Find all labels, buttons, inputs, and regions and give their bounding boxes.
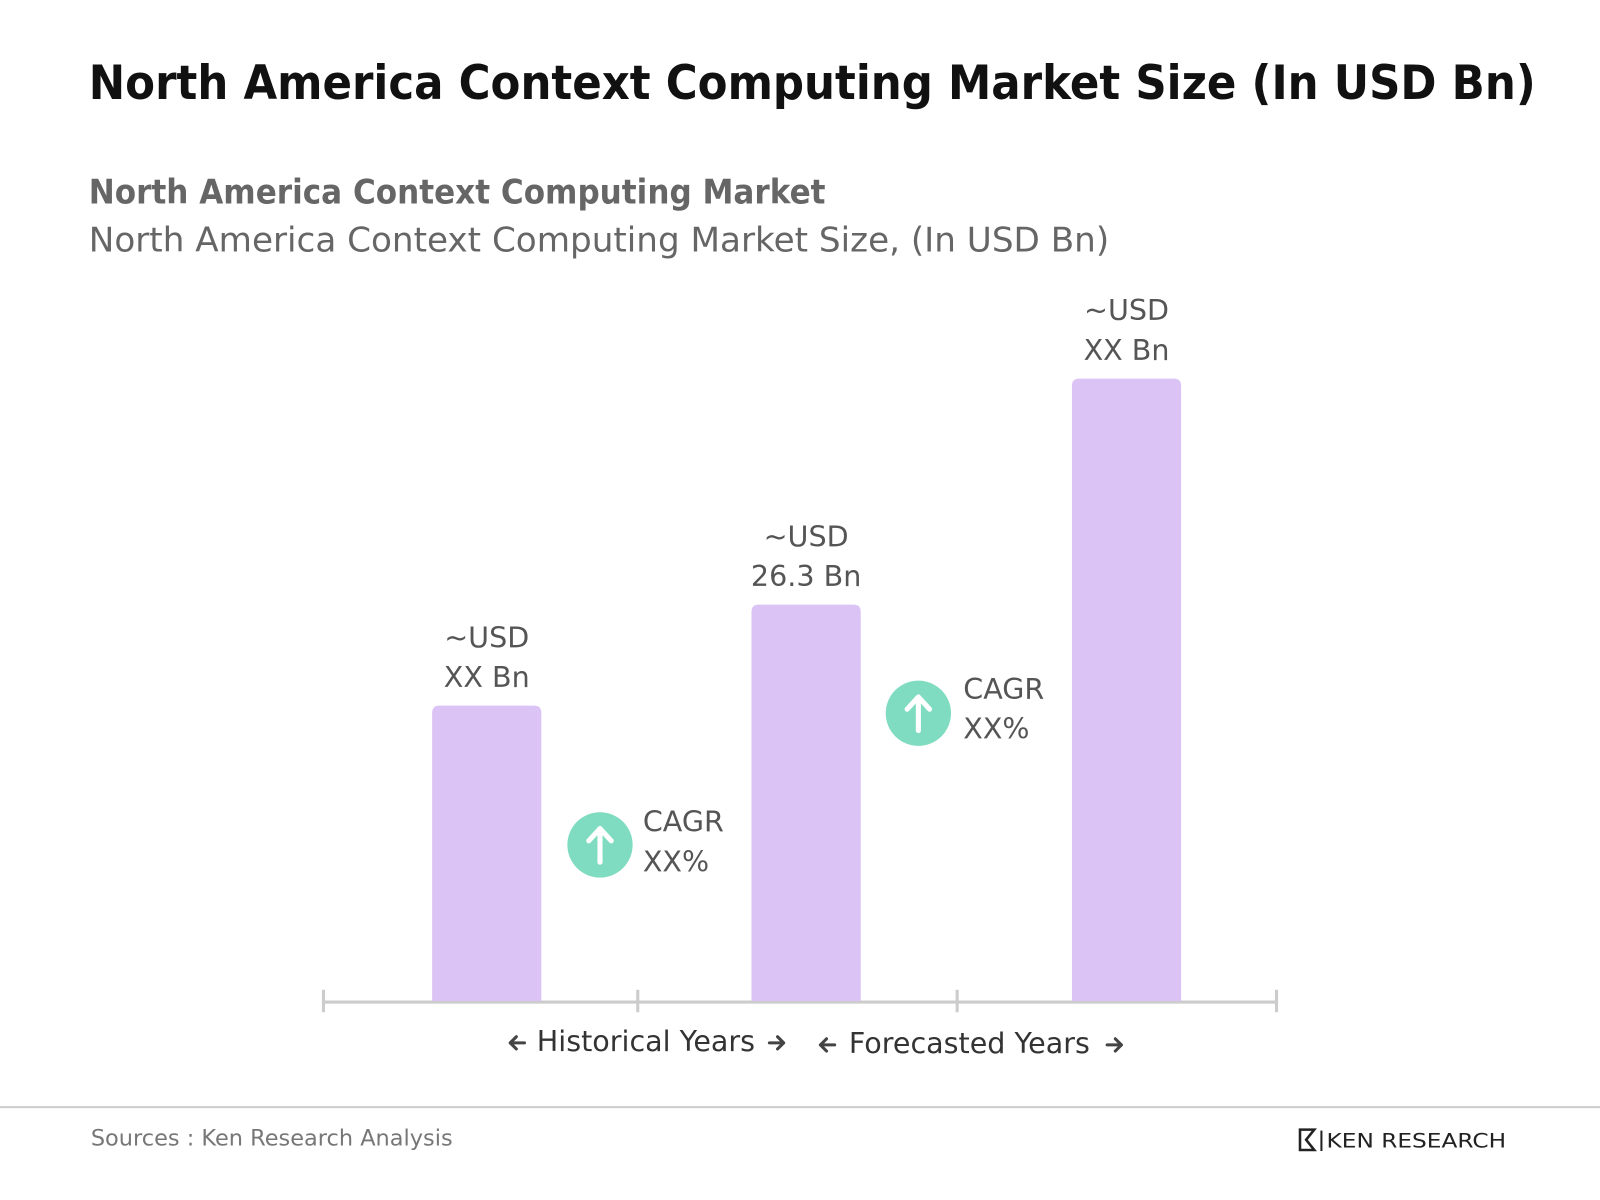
bar	[751, 604, 861, 1002]
period-label: Historical Years	[537, 1024, 755, 1058]
cagr-arrow	[904, 694, 933, 734]
cagr-arrow	[586, 826, 614, 865]
chart-title: North America Context Computing Market S…	[89, 56, 1536, 111]
value-label: 26.3 Bn	[751, 559, 861, 593]
bar	[432, 705, 542, 1002]
cagr-label: CAGR	[643, 804, 724, 838]
period-arrows	[508, 1035, 1123, 1053]
period-label: Forecasted Years	[849, 1026, 1090, 1060]
brand-logo: KEN RESEARCH	[1298, 1128, 1507, 1152]
brand-name: KEN RESEARCH	[1327, 1129, 1507, 1152]
chart-subtitle: North America Context Computing Market S…	[89, 220, 1109, 259]
x-axis	[321, 989, 1279, 1013]
source: Sources : Ken Research Analysis	[91, 1125, 453, 1151]
cagr-label: XX%	[643, 844, 709, 878]
cagr-label: CAGR	[963, 672, 1044, 706]
arrow	[1105, 1037, 1123, 1053]
arrow	[818, 1037, 837, 1053]
value-label: ~USD	[764, 519, 849, 553]
value-label: XX Bn	[1084, 333, 1170, 367]
cagr-label: XX%	[963, 712, 1029, 746]
value-label: ~USD	[1084, 293, 1169, 327]
arrow	[508, 1035, 527, 1051]
value-label: XX Bn	[444, 660, 530, 694]
bar	[1071, 378, 1182, 1002]
value-label: ~USD	[444, 620, 529, 654]
arrow	[767, 1035, 786, 1051]
chart-subtitle: North America Context Computing Market	[89, 172, 826, 211]
logo-icon	[1298, 1128, 1317, 1152]
